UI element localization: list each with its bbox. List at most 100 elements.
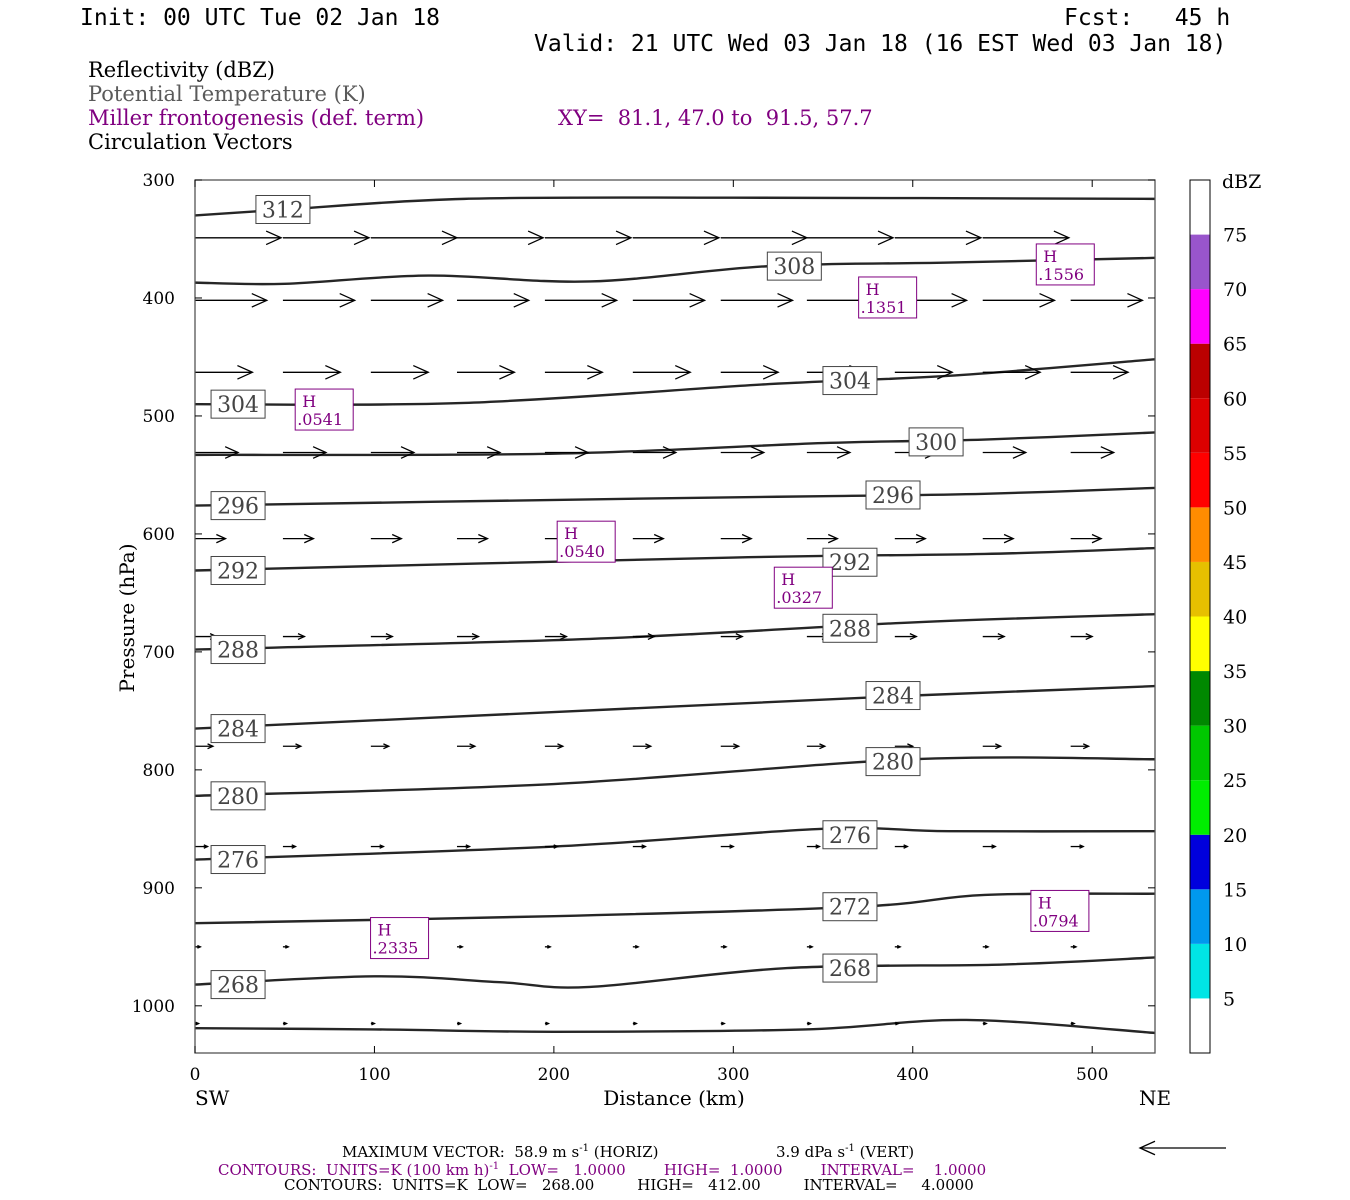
vector-head [1138,1140,1156,1156]
colorbar-tick-label: 55 [1223,443,1247,465]
circulation-vector [632,230,721,246]
vector-head [1072,944,1078,949]
circulation-vector [195,533,228,544]
vector-head [385,633,394,641]
theta-label-text: 276 [217,849,259,874]
vector-head [703,230,721,246]
field-theta: Potential Temperature (K) [88,82,366,106]
colorbar-segment [1190,889,1210,944]
contours1-text: CONTOURS: UNITS=K (100 km h) [218,1161,490,1179]
colorbar-segment [1190,398,1210,453]
vector-head [391,533,403,544]
colorbar-tick-label: 75 [1223,225,1247,247]
vector-head [653,533,665,544]
theta-label-text: 284 [872,685,914,710]
vector-head [1024,364,1042,380]
vector-head [295,743,303,750]
vector-head [762,364,780,380]
theta-label-box [210,781,266,811]
field-vectors: Circulation Vectors [88,130,293,154]
circulation-vector [720,743,741,750]
colorbar-segment [1190,998,1210,1053]
circulation-vector [632,944,640,949]
circulation-vector [632,364,692,380]
vector-head [1070,1021,1076,1026]
theta-label-text: 300 [915,431,957,456]
circulation-vector [720,633,744,641]
theta-label-box [822,953,878,983]
theta-label-text: 276 [829,824,871,849]
colorbar-tick-label: 30 [1223,716,1247,738]
circulation-vector [982,633,1006,641]
y-tick-label: 900 [143,879,175,899]
max-horiz-suffix: (HORIZ) [588,1143,659,1161]
frontogenesis-h-label: H [781,570,795,589]
vector-head [689,292,707,308]
circulation-vector [982,292,1057,308]
circulation-vector [370,292,445,308]
frontogenesis-value: .0327 [776,588,822,607]
circulation-vector [456,1021,463,1026]
frontogenesis-box [858,276,918,319]
theta-label-text: 304 [217,393,259,418]
y-tick-label: 500 [143,407,175,427]
circulation-vector [456,844,472,849]
theta-label-box [210,714,266,744]
frontogenesis-h-label: H [564,524,578,543]
colorbar-tick-label: 5 [1223,988,1235,1010]
vector-head [615,230,633,246]
x-tick-label: 200 [538,1065,570,1085]
theta-label-text: 296 [217,495,259,520]
vector-head [195,1021,201,1026]
vector-head [722,944,728,949]
vector-head [1100,446,1116,459]
vector-head [559,633,569,641]
colorbar-tick-label: 25 [1223,770,1247,792]
cross-section-endpoints: XY= 81.1, 47.0 to 91.5, 57.7 [558,106,873,130]
theta-label-text: 296 [872,484,914,509]
vector-head [237,364,255,380]
x-tick-label: 0 [190,1065,201,1085]
circulation-vector [1070,446,1116,459]
circulation-vector [370,1021,377,1026]
vector-head [527,230,545,246]
theta-label: 296 [210,491,266,521]
vector-head [353,230,371,246]
vector-head [936,364,954,380]
circulation-vector [456,944,464,949]
frontogenesis-h-label: H [1038,893,1052,912]
circulation-vector [370,364,430,380]
forecast-hour: Fcst: 45 h [1064,5,1231,31]
circulation-vector [1070,743,1091,750]
theta-label-box [822,613,878,643]
vector-head [983,1021,988,1026]
vector-head [641,844,647,849]
circulation-vector [632,743,653,750]
circulation-vector [282,1021,289,1026]
contours1-range: LOW= 1.0000 HIGH= 1.0000 INTERVAL= 1.000… [499,1161,987,1179]
y-tick-label: 400 [143,289,175,309]
theta-label: 284 [865,681,921,711]
vector-head [471,633,481,641]
circulation-vector [544,230,633,246]
frontogenesis-h-label: H [1043,247,1057,266]
circulation-vector [544,944,552,949]
vector-head [827,533,839,544]
x-axis-label: Distance (km) [603,1086,745,1110]
circulation-vector [456,633,481,641]
max-vert-suffix: (VERT) [854,1143,915,1161]
vector-head [297,633,307,641]
colorbar-segment [1190,343,1210,399]
circulation-vector [632,533,665,544]
vector-head [459,944,464,949]
circulation-vector [894,633,918,641]
contours-theta-info: CONTOURS: UNITS=K LOW= 268.00 HIGH= 412.… [284,1176,974,1194]
circulation-vector [806,844,822,849]
circulation-vector [894,533,927,544]
vector-head [729,844,735,849]
vector-head [339,292,357,308]
vector-head [991,844,997,849]
vector-head [283,1021,289,1026]
x-tick-label: 100 [358,1065,390,1085]
theta-label: 284 [210,714,266,744]
